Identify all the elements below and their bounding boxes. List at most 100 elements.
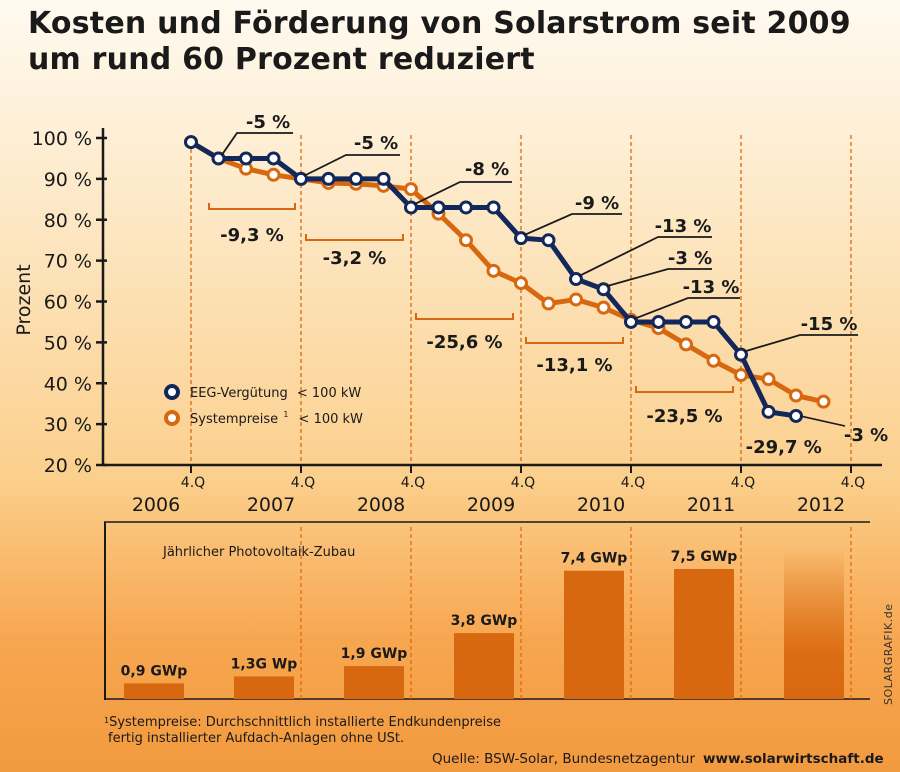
eeg-series-point [651,314,666,329]
legend-eeg-name: EEG-Vergütung [190,386,288,401]
eeg-leader-line [578,236,712,277]
y-tick-label: 20 % [44,455,92,477]
system-series-point [596,300,611,315]
system-series-point [569,292,583,307]
y-axis-title: Prozent [13,264,35,335]
eeg-change-label: -9 % [575,193,619,214]
y-tick-label: 40 % [44,373,92,395]
y-tick-label: 80 % [44,210,92,232]
system-series-point [816,394,831,409]
bar-value-label: 3,8 GWp [451,613,518,629]
eeg-change-label: -13 % [655,216,712,237]
x-year-label: 2010 [577,494,625,516]
x-quarter-label: 4.Q [401,475,425,491]
eeg-leader-line [633,297,740,320]
eeg-leader-line [523,213,622,236]
chart-title: Kosten und Förderung von Solarstrom seit… [28,6,851,78]
x-year-label: 2012 [797,494,845,516]
bar-value-label: 7,5 GWp [671,549,738,565]
bar-chart-grid-lines [300,527,852,699]
bar-value-label: 0,9 GWp [121,663,188,679]
legend-eeg-marker [164,384,180,400]
eeg-leader-line [606,268,712,288]
eeg-change-label: -15 % [801,314,858,335]
legend-system-suffix: < 100 kW [299,412,363,427]
eeg-series-point [789,408,803,423]
bar-2008 [344,666,404,699]
legend-system-marker [164,410,180,426]
y-tick-label: 70 % [44,251,92,273]
y-axis-ticks: 100 % 90 % 80 % 70 % 60 % 50 % 40 % 30 % 20 % [32,128,107,477]
eeg-change-label: -5 % [246,112,290,133]
eeg-series-point [321,171,336,186]
system-bracket [525,337,624,344]
bar-value-label: 1,9 GWp [341,646,408,662]
legend-eeg-label: EEG-Vergütung < 100 kW [190,386,361,401]
eeg-series-point [679,314,693,329]
footnote-text1: Systempreise: Durchschnittlich installie… [109,715,502,730]
eeg-series-point [294,171,308,186]
system-series-line [189,139,825,405]
bar-2007 [234,676,294,699]
system-price-change-brackets: -9,3 % -3,2 % -25,6 % -13,1 % -23,5 % -29,7 % [208,203,822,458]
eeg-series-point [596,282,611,297]
footnote: 1Systempreise: Durchschnittlich installi… [104,715,501,747]
eeg-series-point [376,171,391,186]
system-bracket [635,386,734,393]
legend-system-sup: 1 [283,410,288,419]
legend-system-label: Systempreise 1 < 100 kW [190,406,363,427]
system-series-point [514,276,528,291]
footnote-sup: 1 [104,716,110,725]
system-change-label: -13,1 % [536,355,612,376]
system-series-point [734,368,748,383]
source-text: Quelle: BSW-Solar, Bundesnetzagentur [432,751,696,767]
system-series-point [679,337,693,352]
eeg-series-point [734,347,748,362]
eeg-leader-line [220,132,293,156]
bar-2009 [454,633,514,699]
x-quarter-label: 4.Q [841,475,865,491]
eeg-series-point [184,135,198,150]
eeg-leader-line [743,334,858,353]
legend: EEG-Vergütung < 100 kW Systempreise 1 < … [164,384,363,427]
system-series-point [486,263,501,278]
bar-chart-title: Jährlicher Photovoltaik-Zubau [162,545,355,560]
x-year-label: 2006 [132,494,180,516]
bar-2006 [124,683,184,699]
bar-chart: Jährlicher Photovoltaik-Zubau 0,9 GWp 1,3… [104,521,870,700]
eeg-series-point [569,272,583,287]
system-series-point [266,167,281,182]
source-url[interactable]: www.solarwirtschaft.de [703,751,884,767]
eeg-series-point [761,404,776,419]
x-axis-year-labels: 2006 2007 2008 2009 2010 2011 2012 [132,494,845,516]
system-bracket [208,203,296,210]
eeg-series-point [459,200,473,215]
x-quarter-label: 4.Q [291,475,315,491]
x-axis-quarter-labels: 4.Q 4.Q 4.Q 4.Q 4.Q 4.Q 4.Q [181,465,865,491]
eeg-series-point [706,314,721,329]
eeg-series-point [486,200,501,215]
y-tick-label: 100 % [32,128,92,150]
system-change-label: -3,2 % [323,248,387,269]
footnote-line1: 1Systempreise: Durchschnittlich installi… [104,715,501,731]
eeg-change-label: -8 % [465,159,509,180]
eeg-series-point [211,151,226,166]
x-year-label: 2008 [357,494,405,516]
eeg-change-annotations: -5 % -5 % -8 % -9 % -13 % -3 % -13 % -15 % -3 % [220,112,888,446]
eeg-series-point [514,231,528,246]
credit-vertical: SOLARGRAFIK.de [882,603,895,705]
eeg-series-point [349,171,363,186]
x-year-label: 2007 [247,494,295,516]
year-grid-lines [190,135,852,465]
y-tick-label: 90 % [44,169,92,191]
x-quarter-label: 4.Q [511,475,535,491]
eeg-series-point [624,314,638,329]
eeg-change-label: -5 % [354,133,398,154]
x-quarter-label: 4.Q [731,475,755,491]
system-change-label: -23,5 % [646,406,722,427]
eeg-series-point [541,233,556,248]
bar-series: 0,9 GWp 1,3G Wp 1,9 GWp 3,8 GWp 7,4 GWp 7,5 G… [121,549,738,699]
eeg-leader-line [799,415,846,427]
eeg-change-label: -13 % [683,277,740,298]
